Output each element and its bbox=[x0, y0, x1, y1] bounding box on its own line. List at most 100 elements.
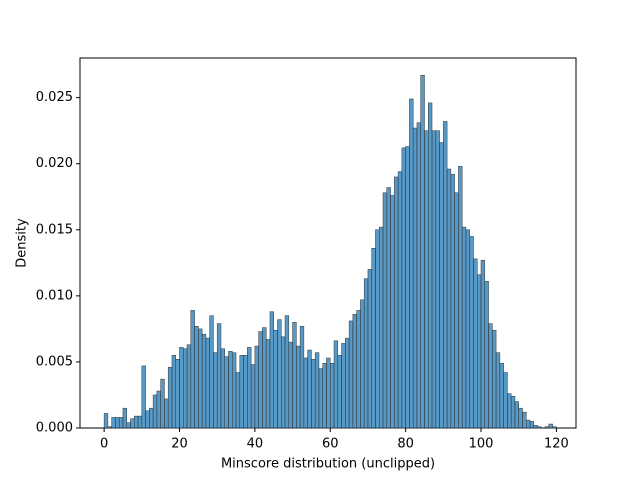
bar bbox=[258, 331, 263, 429]
bar bbox=[194, 326, 199, 429]
bar bbox=[213, 352, 218, 429]
bar bbox=[352, 314, 357, 429]
bar bbox=[152, 394, 158, 429]
bar bbox=[450, 174, 455, 429]
bar bbox=[130, 418, 135, 429]
bar bbox=[356, 310, 361, 429]
x-tick-label: 80 bbox=[397, 437, 414, 452]
bar bbox=[247, 347, 252, 429]
bar bbox=[126, 422, 131, 429]
bar bbox=[465, 229, 470, 429]
bar bbox=[198, 328, 203, 429]
bar bbox=[141, 365, 146, 429]
bar bbox=[186, 344, 192, 429]
bar bbox=[495, 352, 501, 429]
bar bbox=[473, 258, 478, 429]
bar bbox=[318, 368, 323, 429]
bar bbox=[416, 122, 421, 429]
bar bbox=[537, 426, 542, 429]
bar bbox=[533, 425, 538, 429]
bar bbox=[454, 192, 459, 429]
bar bbox=[314, 352, 320, 429]
bar bbox=[548, 423, 553, 429]
bar bbox=[277, 319, 282, 429]
bar bbox=[228, 351, 233, 429]
bar bbox=[311, 359, 316, 429]
bar bbox=[499, 363, 504, 429]
x-tick-label: 100 bbox=[469, 437, 494, 452]
bar bbox=[160, 378, 165, 429]
bar bbox=[205, 337, 210, 429]
bar bbox=[111, 417, 116, 429]
y-tick-label: 0.010 bbox=[36, 288, 73, 303]
bar bbox=[292, 322, 297, 429]
y-tick-label: 0.005 bbox=[36, 354, 73, 369]
bar bbox=[107, 426, 112, 429]
bar bbox=[167, 366, 173, 429]
bar bbox=[145, 410, 150, 429]
x-tick-label: 120 bbox=[544, 437, 569, 452]
y-tick-label: 0.025 bbox=[36, 90, 73, 105]
bar bbox=[299, 326, 305, 429]
bar bbox=[412, 127, 418, 429]
bar bbox=[122, 407, 127, 429]
x-tick-label: 60 bbox=[322, 437, 339, 452]
bar bbox=[348, 320, 354, 429]
bar bbox=[156, 390, 161, 429]
bar bbox=[431, 130, 437, 429]
y-tick-label: 0.000 bbox=[36, 421, 73, 436]
bar bbox=[420, 74, 425, 429]
x-axis-label: Minscore distribution (unclipped) bbox=[221, 457, 435, 472]
bar bbox=[322, 363, 327, 429]
y-tick-label: 0.020 bbox=[36, 156, 73, 171]
bar bbox=[477, 274, 482, 429]
bar bbox=[333, 340, 339, 429]
bar bbox=[164, 398, 169, 429]
bar bbox=[552, 426, 557, 429]
bar bbox=[488, 323, 493, 429]
bar bbox=[337, 355, 342, 429]
bar bbox=[469, 236, 474, 429]
bar bbox=[397, 171, 403, 429]
bar bbox=[529, 421, 535, 429]
bar bbox=[510, 396, 516, 429]
y-tick-label: 0.015 bbox=[36, 222, 73, 237]
bar bbox=[390, 195, 395, 429]
bar bbox=[330, 363, 335, 429]
bar bbox=[544, 426, 550, 429]
bar bbox=[220, 348, 225, 429]
bar bbox=[507, 393, 512, 429]
bar bbox=[103, 413, 109, 429]
bar bbox=[288, 341, 293, 429]
bar bbox=[262, 327, 267, 429]
bar bbox=[386, 187, 391, 429]
bar bbox=[360, 299, 365, 429]
bar bbox=[303, 357, 308, 429]
x-tick-label: 40 bbox=[247, 437, 264, 452]
bar bbox=[115, 417, 120, 429]
bar bbox=[405, 146, 410, 429]
bar bbox=[216, 323, 222, 429]
bar bbox=[232, 352, 237, 429]
bar bbox=[394, 176, 399, 429]
bar bbox=[134, 415, 139, 429]
bar bbox=[345, 337, 350, 429]
bar bbox=[428, 102, 433, 429]
bar bbox=[284, 315, 290, 429]
bar bbox=[446, 168, 452, 429]
bar bbox=[224, 356, 229, 429]
bar bbox=[480, 259, 486, 429]
bar bbox=[281, 336, 286, 429]
bar bbox=[341, 343, 346, 429]
bar bbox=[269, 311, 274, 429]
bar bbox=[484, 281, 489, 429]
bar bbox=[175, 359, 180, 429]
bar bbox=[458, 166, 463, 429]
bar bbox=[307, 349, 312, 429]
bar bbox=[273, 329, 278, 429]
bar bbox=[514, 401, 519, 429]
bar bbox=[401, 147, 406, 429]
bar bbox=[518, 407, 523, 429]
bar bbox=[149, 407, 154, 429]
